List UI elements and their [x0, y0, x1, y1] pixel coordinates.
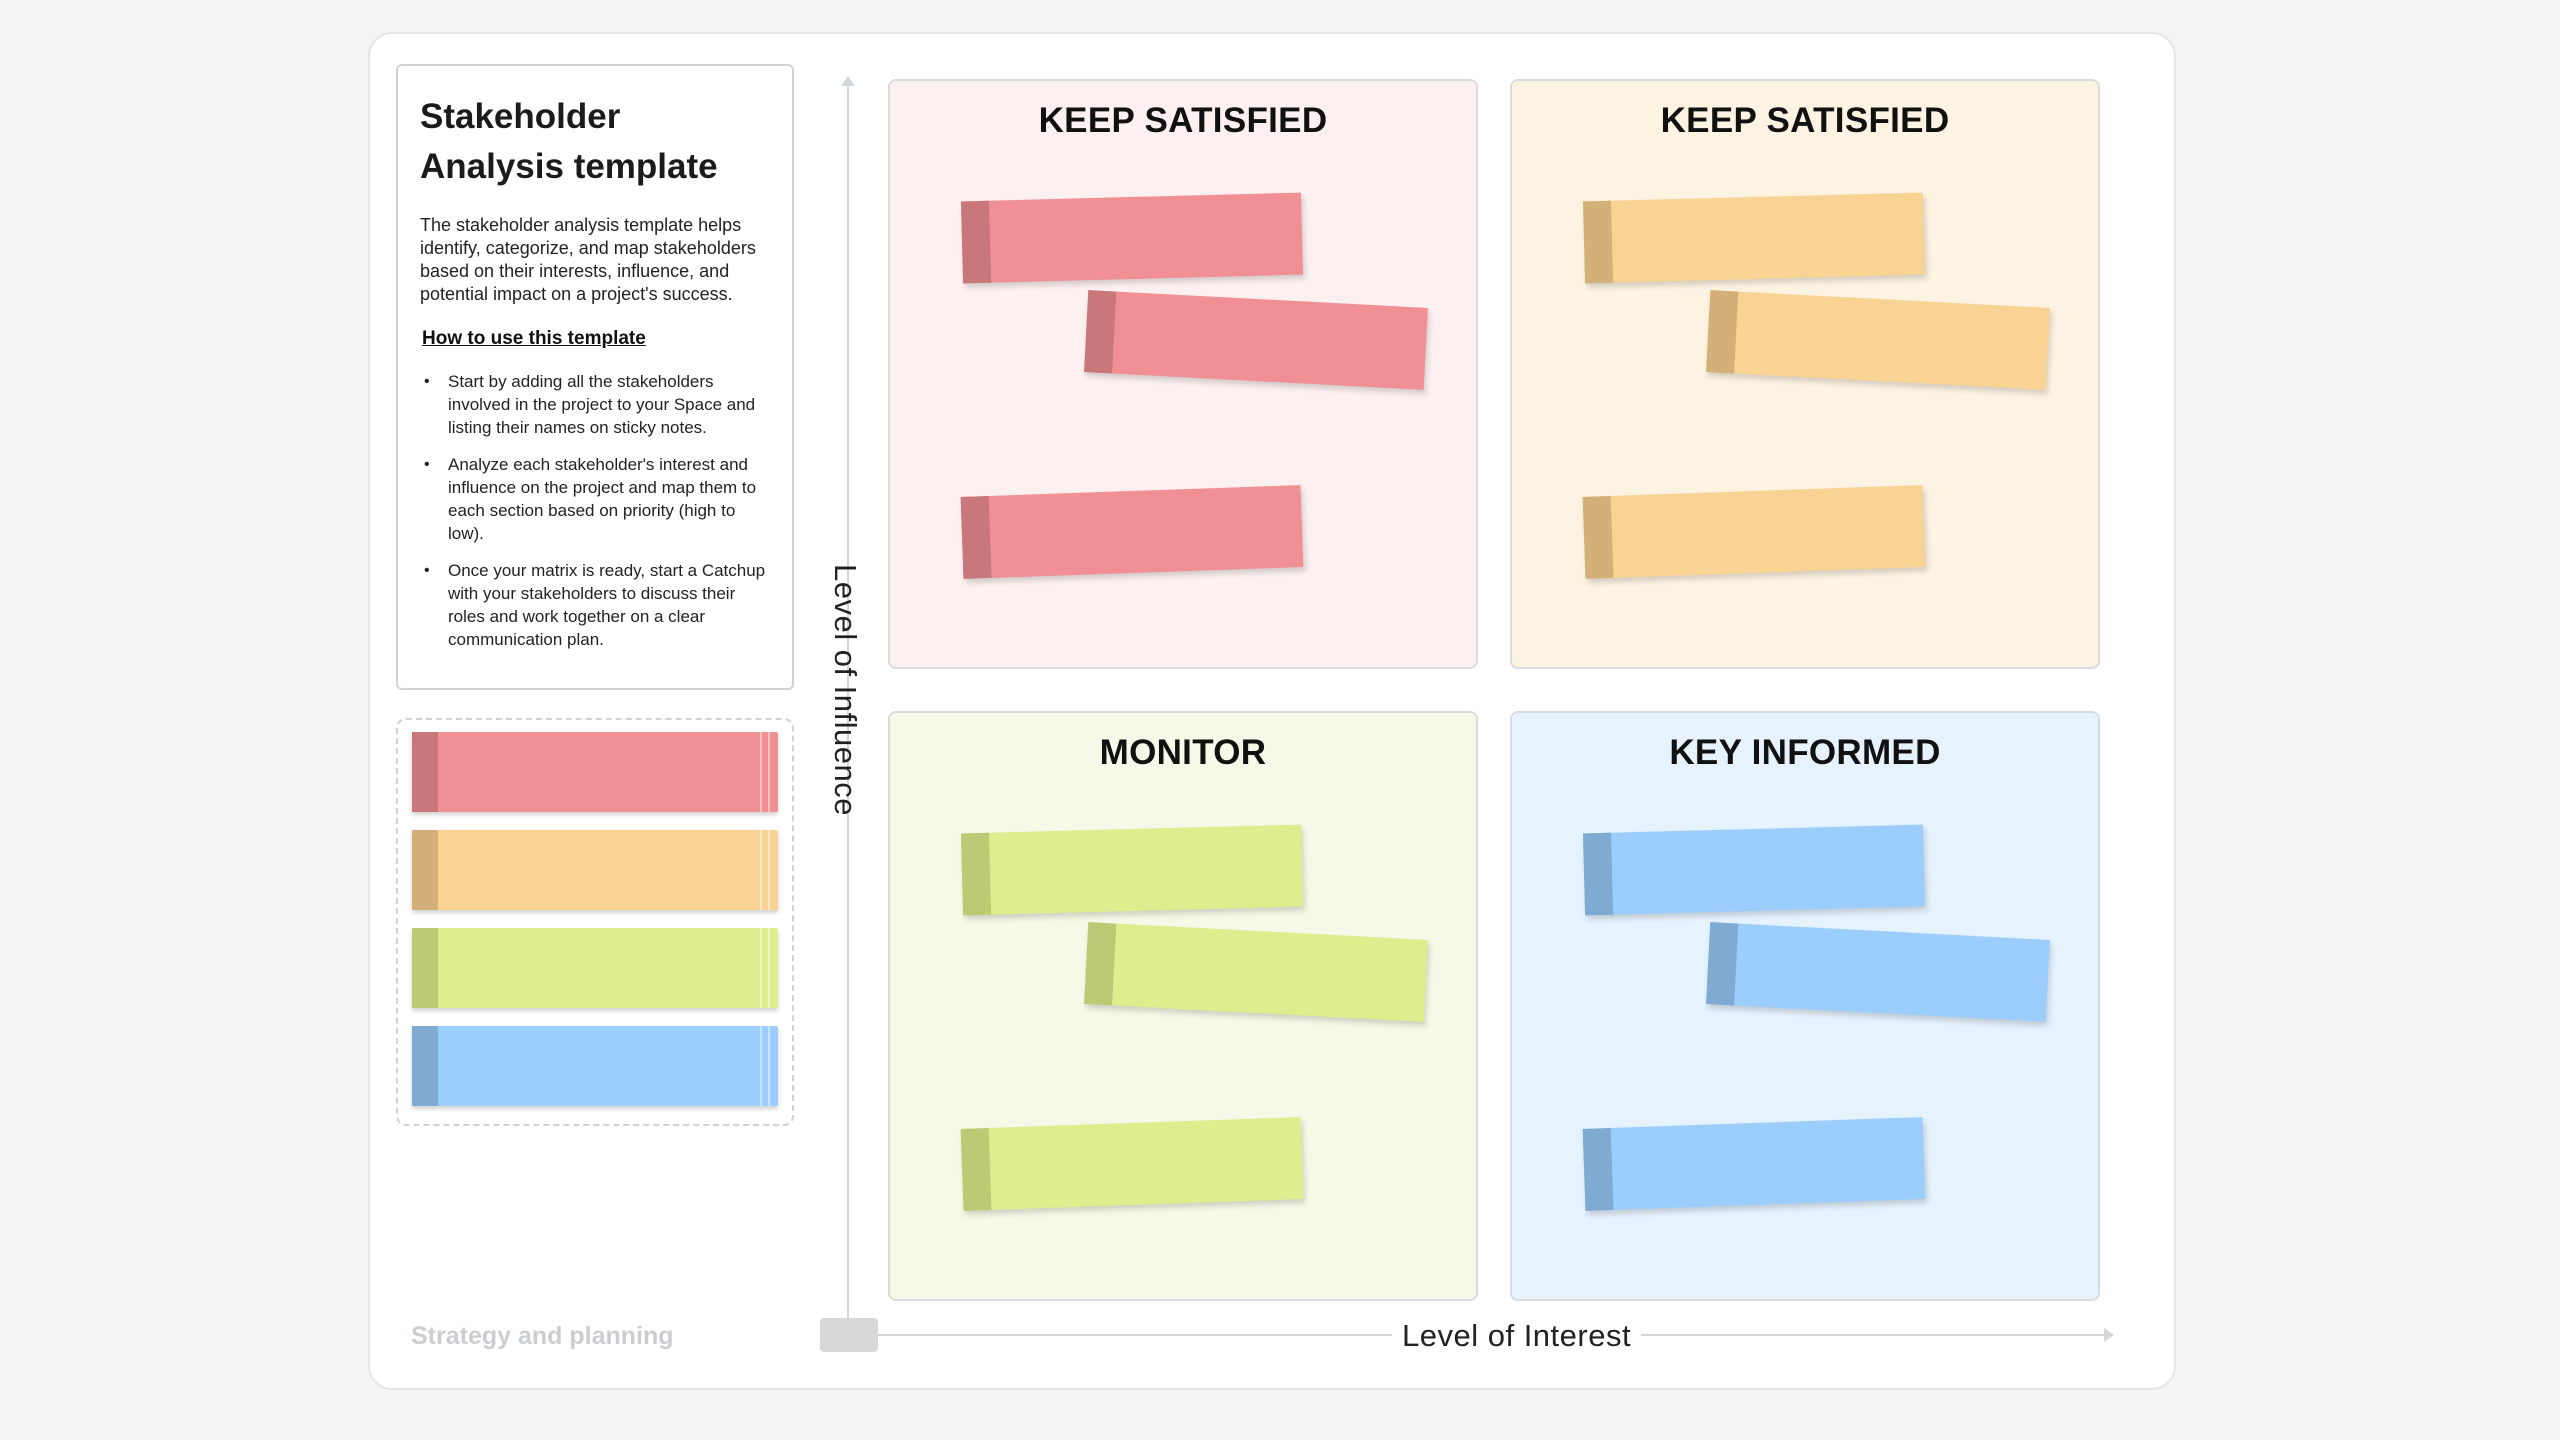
sticky-note[interactable]: [1582, 1117, 1926, 1211]
red-sticky-pad[interactable]: [412, 732, 778, 812]
influence-axis: [841, 76, 855, 1330]
sticky-note[interactable]: [1706, 922, 2050, 1022]
step-item: Analyze each stakeholder's interest and …: [420, 453, 772, 545]
category-label: Strategy and planning: [411, 1322, 674, 1350]
sticky-note[interactable]: [1582, 192, 1926, 284]
interest-axis-label: Level of Interest: [1392, 1318, 1642, 1354]
green-sticky-pad[interactable]: [412, 928, 778, 1008]
sticky-note[interactable]: [960, 1117, 1304, 1211]
axis-origin-handle[interactable]: [820, 1318, 878, 1352]
quadrant-key-informed[interactable]: KEY INFORMED: [1510, 711, 2100, 1301]
quadrant-monitor[interactable]: MONITOR: [888, 711, 1478, 1301]
quadrant-title: MONITOR: [1099, 733, 1267, 772]
sticky-note[interactable]: [1706, 290, 2050, 390]
quadrant-keep-satisfied-high[interactable]: KEEP SATISFIED: [888, 79, 1478, 669]
template-info-card: Stakeholder Analysis template The stakeh…: [396, 64, 794, 690]
how-to-steps: Start by adding all the stakeholders inv…: [420, 370, 772, 651]
quadrant-title: KEEP SATISFIED: [1038, 101, 1328, 140]
sticky-note[interactable]: [960, 192, 1304, 284]
how-to-use-link[interactable]: How to use this template: [422, 328, 646, 349]
sticky-note[interactable]: [960, 485, 1304, 579]
blue-sticky-pad[interactable]: [412, 1026, 778, 1106]
sticky-note[interactable]: [1084, 922, 1428, 1022]
sticky-note[interactable]: [960, 824, 1304, 916]
sticky-note[interactable]: [1582, 485, 1926, 579]
quadrant-title: KEY INFORMED: [1669, 733, 1941, 772]
template-title: Stakeholder Analysis template: [420, 97, 718, 186]
template-description: The stakeholder analysis template helps …: [420, 215, 756, 304]
sticky-note[interactable]: [1582, 824, 1926, 916]
influence-axis-label: Level of Influence: [828, 563, 863, 817]
quadrant-title: KEEP SATISFIED: [1660, 101, 1950, 140]
sticky-note-palette: [396, 718, 794, 1126]
orange-sticky-pad[interactable]: [412, 830, 778, 910]
step-item: Start by adding all the stakeholders inv…: [420, 370, 772, 439]
quadrant-keep-satisfied[interactable]: KEEP SATISFIED: [1510, 79, 2100, 669]
step-item: Once your matrix is ready, start a Catch…: [420, 559, 772, 651]
sticky-note[interactable]: [1084, 290, 1428, 390]
